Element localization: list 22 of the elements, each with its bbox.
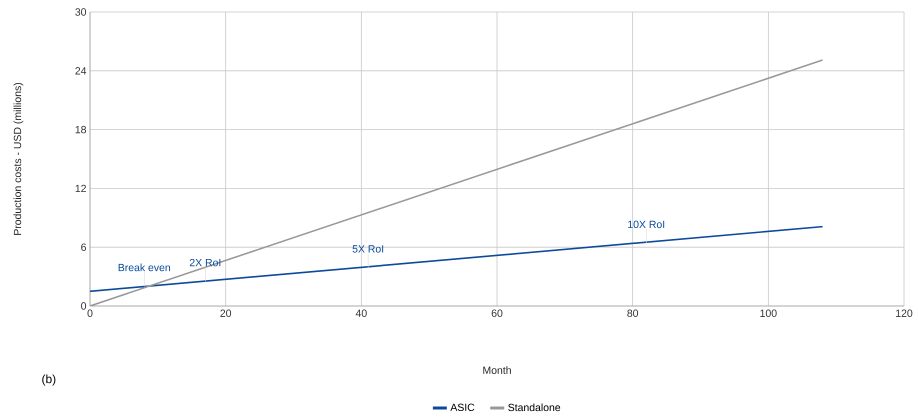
x-tick-label: 120 xyxy=(896,310,912,317)
annotation: 10X RoI xyxy=(628,220,664,228)
legend-label: ASIC xyxy=(450,404,474,412)
y-tick-label: 6 xyxy=(81,244,86,251)
annotation: Break even xyxy=(118,264,170,272)
x-tick-label: 100 xyxy=(760,310,777,317)
y-tick-label: 18 xyxy=(76,126,86,134)
y-tick-label: 24 xyxy=(75,67,86,74)
annotation: 2X RoI xyxy=(190,258,220,266)
legend-label: Standalone xyxy=(508,403,560,412)
x-axis-title: Month xyxy=(483,366,511,374)
x-tick-label: 0 xyxy=(88,310,92,317)
y-tick-label: 0 xyxy=(81,302,86,310)
x-tick-label: 20 xyxy=(220,310,232,317)
text: (b) xyxy=(42,374,56,386)
annotation: 5X RoI xyxy=(352,245,384,253)
y-tick-label: 30 xyxy=(75,8,86,16)
y-tick-label: 12 xyxy=(76,184,86,192)
x-tick-label: 40 xyxy=(356,310,367,317)
x-tick-label: 60 xyxy=(492,310,502,317)
x-tick-label: 80 xyxy=(627,310,638,317)
y-axis-title: Production costs - USD (millions) xyxy=(14,82,24,235)
